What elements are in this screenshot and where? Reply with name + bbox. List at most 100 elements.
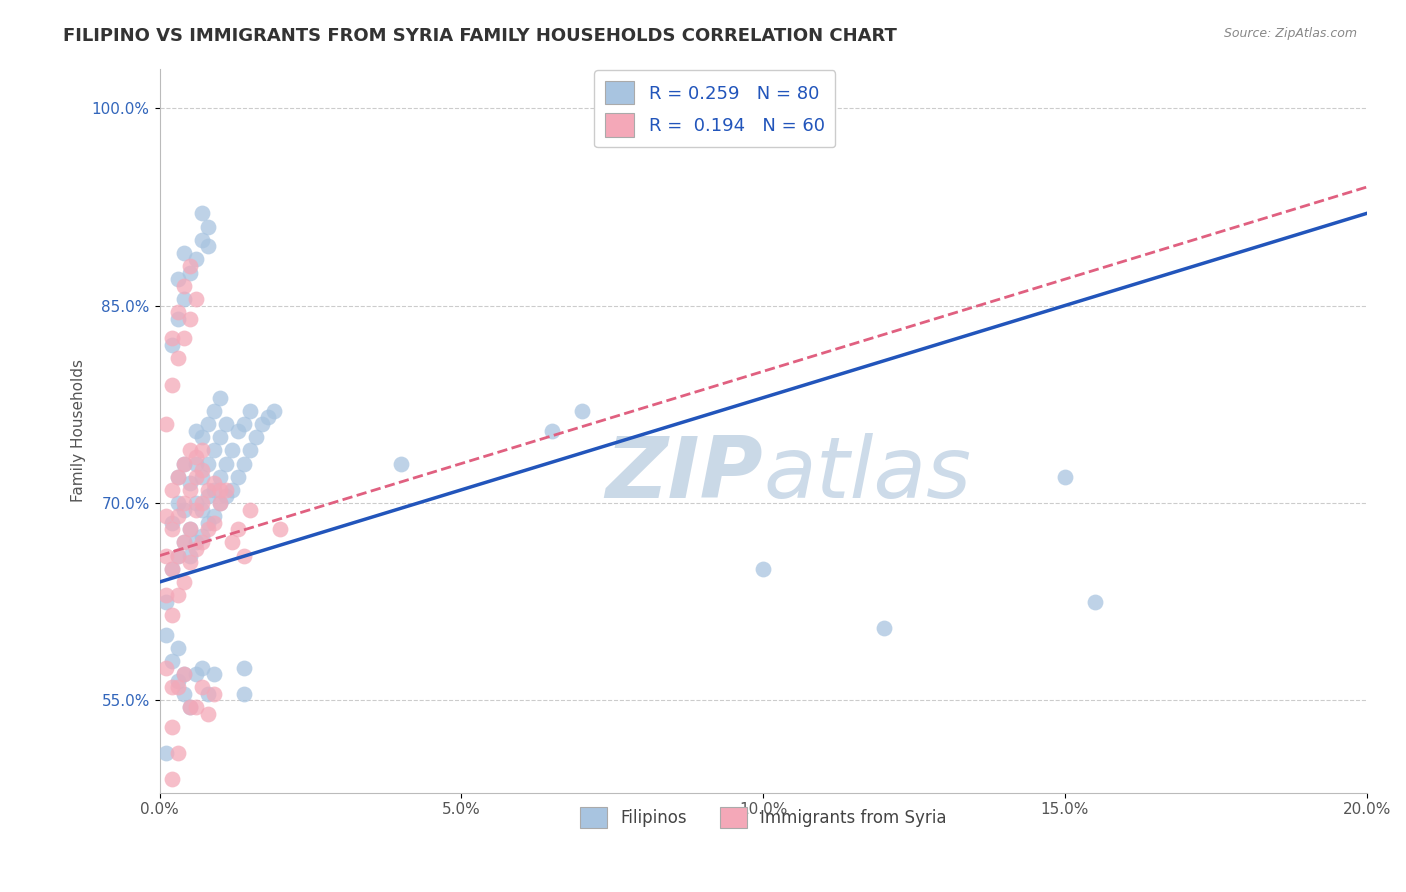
Point: [269, 522, 291, 536]
Point: [191, 660, 214, 674]
Point: [221, 443, 243, 458]
Point: [873, 621, 896, 635]
Point: [160, 522, 183, 536]
Point: [160, 607, 183, 622]
Point: [233, 457, 256, 471]
Point: [166, 673, 188, 688]
Point: [160, 654, 183, 668]
Point: [208, 496, 231, 510]
Point: [197, 483, 219, 497]
Point: [202, 404, 225, 418]
Point: [173, 535, 195, 549]
Point: [571, 404, 593, 418]
Point: [208, 430, 231, 444]
Point: [160, 720, 183, 734]
Y-axis label: Family Households: Family Households: [72, 359, 86, 502]
Point: [208, 483, 231, 497]
Point: [166, 469, 188, 483]
Point: [226, 469, 249, 483]
Point: [173, 574, 195, 589]
Legend: Filipinos, Immigrants from Syria: Filipinos, Immigrants from Syria: [574, 800, 953, 835]
Point: [184, 252, 207, 267]
Point: [197, 457, 219, 471]
Point: [166, 549, 188, 563]
Point: [155, 588, 177, 602]
Point: [173, 496, 195, 510]
Point: [173, 502, 195, 516]
Point: [215, 490, 238, 504]
Point: [179, 266, 201, 280]
Point: [263, 404, 285, 418]
Point: [166, 549, 188, 563]
Point: [166, 588, 188, 602]
Point: [166, 305, 188, 319]
Point: [197, 417, 219, 431]
Point: [155, 417, 177, 431]
Point: [160, 772, 183, 787]
Point: [179, 443, 201, 458]
Point: [184, 700, 207, 714]
Point: [239, 404, 262, 418]
Point: [160, 377, 183, 392]
Point: [752, 562, 775, 576]
Point: [173, 457, 195, 471]
Point: [166, 311, 188, 326]
Point: [166, 496, 188, 510]
Point: [184, 542, 207, 557]
Text: ZIP: ZIP: [606, 433, 763, 516]
Point: [179, 476, 201, 491]
Point: [179, 311, 201, 326]
Point: [197, 522, 219, 536]
Point: [166, 681, 188, 695]
Point: [191, 496, 214, 510]
Point: [184, 496, 207, 510]
Point: [179, 522, 201, 536]
Point: [184, 535, 207, 549]
Point: [184, 502, 207, 516]
Point: [250, 417, 273, 431]
Point: [239, 502, 262, 516]
Point: [233, 660, 256, 674]
Point: [202, 516, 225, 530]
Point: [191, 443, 214, 458]
Point: [226, 522, 249, 536]
Point: [191, 233, 214, 247]
Point: [160, 331, 183, 345]
Point: [179, 549, 201, 563]
Point: [155, 509, 177, 524]
Point: [191, 502, 214, 516]
Point: [160, 562, 183, 576]
Point: [215, 417, 238, 431]
Point: [245, 430, 267, 444]
Point: [160, 516, 183, 530]
Point: [191, 535, 214, 549]
Point: [179, 700, 201, 714]
Point: [208, 469, 231, 483]
Point: [541, 424, 564, 438]
Point: [202, 476, 225, 491]
Point: [160, 681, 183, 695]
Point: [166, 469, 188, 483]
Point: [155, 549, 177, 563]
Point: [166, 351, 188, 366]
Point: [208, 496, 231, 510]
Point: [191, 681, 214, 695]
Point: [179, 259, 201, 273]
Point: [184, 450, 207, 464]
Point: [389, 457, 412, 471]
Point: [1053, 469, 1076, 483]
Point: [191, 430, 214, 444]
Point: [191, 529, 214, 543]
Text: Source: ZipAtlas.com: Source: ZipAtlas.com: [1223, 27, 1357, 40]
Point: [173, 667, 195, 681]
Point: [191, 463, 214, 477]
Point: [173, 278, 195, 293]
Text: FILIPINO VS IMMIGRANTS FROM SYRIA FAMILY HOUSEHOLDS CORRELATION CHART: FILIPINO VS IMMIGRANTS FROM SYRIA FAMILY…: [63, 27, 897, 45]
Point: [179, 700, 201, 714]
Point: [155, 660, 177, 674]
Point: [160, 483, 183, 497]
Point: [233, 549, 256, 563]
Point: [184, 457, 207, 471]
Point: [202, 443, 225, 458]
Point: [197, 490, 219, 504]
